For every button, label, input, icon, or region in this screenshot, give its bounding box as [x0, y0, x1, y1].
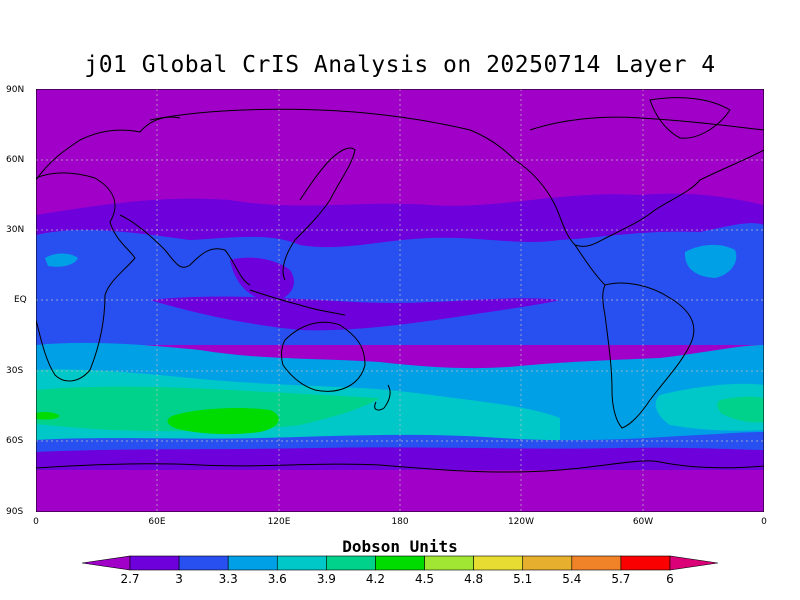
band-indian-3 — [230, 257, 294, 302]
lon-label-0: 0 — [33, 517, 39, 527]
colorbar-tick-label: 3.6 — [267, 572, 287, 586]
lon-label-120w: 120W — [507, 517, 535, 527]
band-sh-4p5-b — [36, 412, 60, 420]
band-sh-4p2 — [36, 386, 380, 432]
band-tropic-3p6-blob — [684, 244, 737, 278]
colorbar-tick-label: 6 — [666, 572, 674, 586]
grid — [36, 89, 764, 512]
lat-label-60n: 60N — [6, 155, 25, 165]
band-sh-3 — [36, 447, 764, 470]
lon-label-180: 180 — [391, 517, 409, 527]
colorbar-tick-label: 3.3 — [218, 572, 238, 586]
lat-label-30s: 30S — [6, 366, 24, 376]
lat-label-60s: 60S — [6, 436, 24, 446]
colorbar-tick-label: 4.8 — [464, 572, 484, 586]
colorbar-tick-label: 4.5 — [414, 572, 435, 586]
colorbar-tick-label: 3 — [175, 572, 183, 586]
band-sh-east-4p2 — [717, 396, 764, 423]
coastlines — [36, 97, 764, 473]
colorbar-tick-label: 5.7 — [611, 572, 631, 586]
colorbar-tick-label: 5.4 — [562, 572, 582, 586]
lon-label-0-east: 0 — [761, 517, 767, 527]
lat-label-90n: 90N — [6, 85, 25, 95]
colorbar-tick-label: 5.1 — [513, 572, 533, 586]
band-eq-3 — [150, 296, 560, 331]
band-tropic-3p6-blob2 — [45, 253, 78, 267]
colorbar-tick-label: 3.9 — [316, 572, 336, 586]
map-title: j01 Global CrIS Analysis on 20250714 Lay… — [84, 52, 716, 78]
colorbar-tick-label: 4.2 — [365, 572, 385, 586]
colorbar-label: Dobson Units — [342, 537, 458, 556]
lat-label-eq: EQ — [14, 295, 27, 305]
lon-label-60w: 60W — [632, 517, 654, 527]
field-layer — [36, 89, 764, 512]
lat-label-30n: 30N — [6, 225, 25, 235]
lon-label-120e: 120E — [267, 517, 291, 527]
colorbar-tick-label: 2.7 — [120, 572, 140, 586]
lat-label-90s: 90S — [6, 507, 24, 517]
lon-label-60e: 60E — [148, 517, 166, 527]
band-sh-4p5-a — [167, 407, 279, 435]
